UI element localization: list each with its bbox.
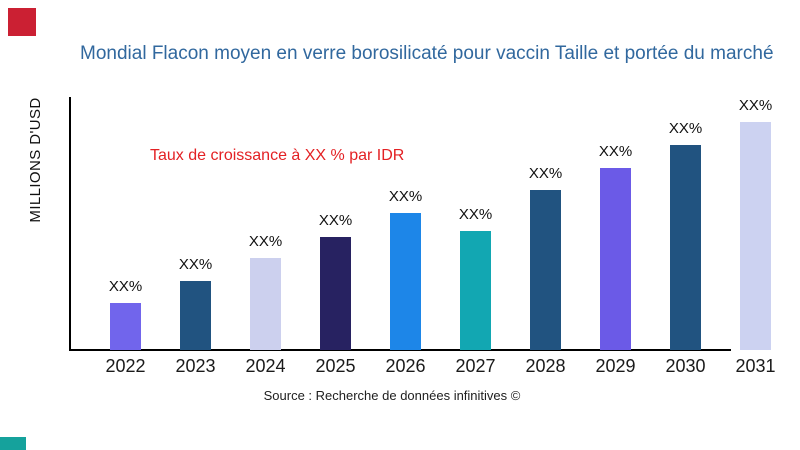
growth-rate-annotation: Taux de croissance à XX % par IDR <box>150 147 405 164</box>
bar-value-label-2026: XX% <box>388 188 423 205</box>
bar-2027 <box>460 231 491 350</box>
bar-value-label-2028: XX% <box>528 165 563 182</box>
bar-value-label-2023: XX% <box>178 256 213 273</box>
x-tick-label-2023: 2023 <box>175 356 216 376</box>
bar-value-label-2029: XX% <box>598 143 633 160</box>
x-tick-label-2028: 2028 <box>525 356 566 376</box>
x-tick-label-2024: 2024 <box>245 356 286 376</box>
bar-2029 <box>600 168 631 350</box>
x-axis-line <box>69 349 731 351</box>
bar-value-label-2025: XX% <box>318 212 353 229</box>
bar-2026 <box>390 213 421 350</box>
bar-2031 <box>740 122 771 350</box>
teal-corner-marker <box>0 437 26 450</box>
bar-value-label-2022: XX% <box>108 278 143 295</box>
bar-2025 <box>320 237 351 350</box>
bar-2023 <box>180 281 211 350</box>
x-tick-label-2022: 2022 <box>105 356 146 376</box>
bar-value-label-2024: XX% <box>248 233 283 250</box>
x-tick-label-2026: 2026 <box>385 356 426 376</box>
source-caption: Source : Recherche de données infinitive… <box>263 388 521 403</box>
x-tick-label-2031: 2031 <box>735 356 776 376</box>
bar-2028 <box>530 190 561 350</box>
y-axis-label: MILLIONS D'USD <box>27 97 44 223</box>
bar-2024 <box>250 258 281 350</box>
bar-value-label-2031: XX% <box>738 97 773 114</box>
bar-value-label-2030: XX% <box>668 120 703 137</box>
bar-2030 <box>670 145 701 350</box>
red-corner-marker <box>8 8 36 36</box>
x-tick-label-2025: 2025 <box>315 356 356 376</box>
x-tick-label-2027: 2027 <box>455 356 496 376</box>
bar-2022 <box>110 303 141 350</box>
y-axis-line <box>69 97 71 351</box>
x-tick-label-2029: 2029 <box>595 356 636 376</box>
chart-title: Mondial Flacon moyen en verre borosilica… <box>80 43 774 64</box>
x-tick-label-2030: 2030 <box>665 356 706 376</box>
bar-value-label-2027: XX% <box>458 206 493 223</box>
